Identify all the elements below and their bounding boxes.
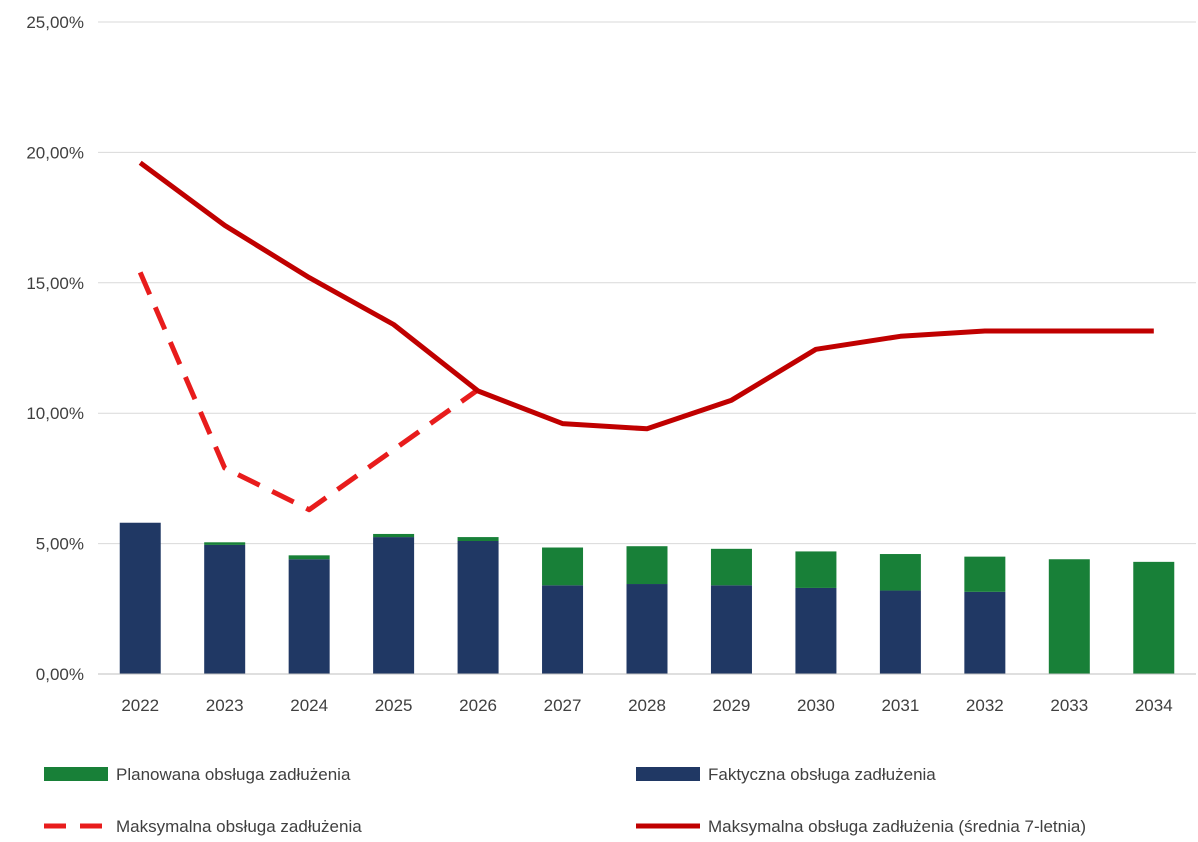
x-tick-label: 2022	[121, 696, 159, 715]
bar-actual	[119, 522, 161, 674]
x-tick-label: 2028	[628, 696, 666, 715]
legend-label: Faktyczna obsługa zadłużenia	[708, 765, 936, 784]
bar-planned	[1048, 559, 1090, 674]
x-tick-label: 2030	[797, 696, 835, 715]
x-tick-label: 2031	[881, 696, 919, 715]
legend-label: Maksymalna obsługa zadłużenia	[116, 817, 362, 836]
x-tick-label: 2032	[966, 696, 1004, 715]
x-tick-label: 2024	[290, 696, 328, 715]
legend-item-max: Maksymalna obsługa zadłużenia	[44, 817, 362, 836]
bar-planned	[1133, 561, 1175, 674]
x-tick-label: 2033	[1050, 696, 1088, 715]
y-tick-label: 20,00%	[26, 143, 84, 162]
gridlines	[98, 21, 1196, 545]
lines	[137, 160, 1154, 513]
bar-actual	[626, 584, 668, 674]
bar-planned	[710, 548, 752, 586]
x-tick-label: 2025	[375, 696, 413, 715]
bars	[119, 522, 1175, 674]
legend-label: Maksymalna obsługa zadłużenia (średnia 7…	[708, 817, 1086, 836]
x-tick-label: 2029	[713, 696, 751, 715]
bar-planned	[457, 537, 499, 541]
y-axis-ticks: 0,00% 5,00% 10,00% 15,00% 20,00% 25,00%	[26, 13, 84, 684]
legend-item-avg: Maksymalna obsługa zadłużenia (średnia 7…	[636, 817, 1086, 836]
legend-label: Planowana obsługa zadłużenia	[116, 765, 351, 784]
legend-swatch	[636, 767, 700, 781]
y-tick-label: 10,00%	[26, 404, 84, 423]
bar-actual	[457, 540, 499, 674]
bar-planned	[373, 533, 415, 538]
y-tick-label: 15,00%	[26, 274, 84, 293]
bar-actual	[373, 537, 415, 674]
bar-planned	[626, 546, 668, 585]
bar-planned	[879, 554, 921, 591]
bar-actual	[288, 559, 330, 674]
series-line-avg	[138, 160, 1154, 432]
legend: Planowana obsługa zadłużenia Faktyczna ob…	[44, 765, 1086, 836]
bar-planned	[288, 555, 330, 560]
bar-actual	[542, 585, 584, 674]
bar-actual	[964, 591, 1006, 674]
legend-item-planned: Planowana obsługa zadłużenia	[44, 765, 351, 784]
x-tick-label: 2026	[459, 696, 497, 715]
bar-actual	[879, 590, 921, 674]
legend-swatch	[44, 767, 108, 781]
bar-planned	[964, 556, 1006, 592]
bar-planned	[795, 551, 837, 588]
y-tick-label: 25,00%	[26, 13, 84, 32]
bar-planned	[542, 547, 584, 586]
y-tick-label: 5,00%	[36, 535, 84, 554]
legend-item-actual: Faktyczna obsługa zadłużenia	[636, 765, 936, 784]
series-line-max	[137, 271, 480, 513]
x-tick-label: 2027	[544, 696, 582, 715]
bar-actual	[710, 585, 752, 674]
x-tick-label: 2023	[206, 696, 244, 715]
bar-actual	[795, 587, 837, 674]
y-tick-label: 0,00%	[36, 665, 84, 684]
x-axis-ticks: 2022 2023 2024 2025 2026 2027 2028 2029 2030 2031…	[121, 696, 1172, 715]
bar-actual	[204, 544, 246, 674]
bar-planned	[204, 542, 246, 545]
x-tick-label: 2034	[1135, 696, 1173, 715]
